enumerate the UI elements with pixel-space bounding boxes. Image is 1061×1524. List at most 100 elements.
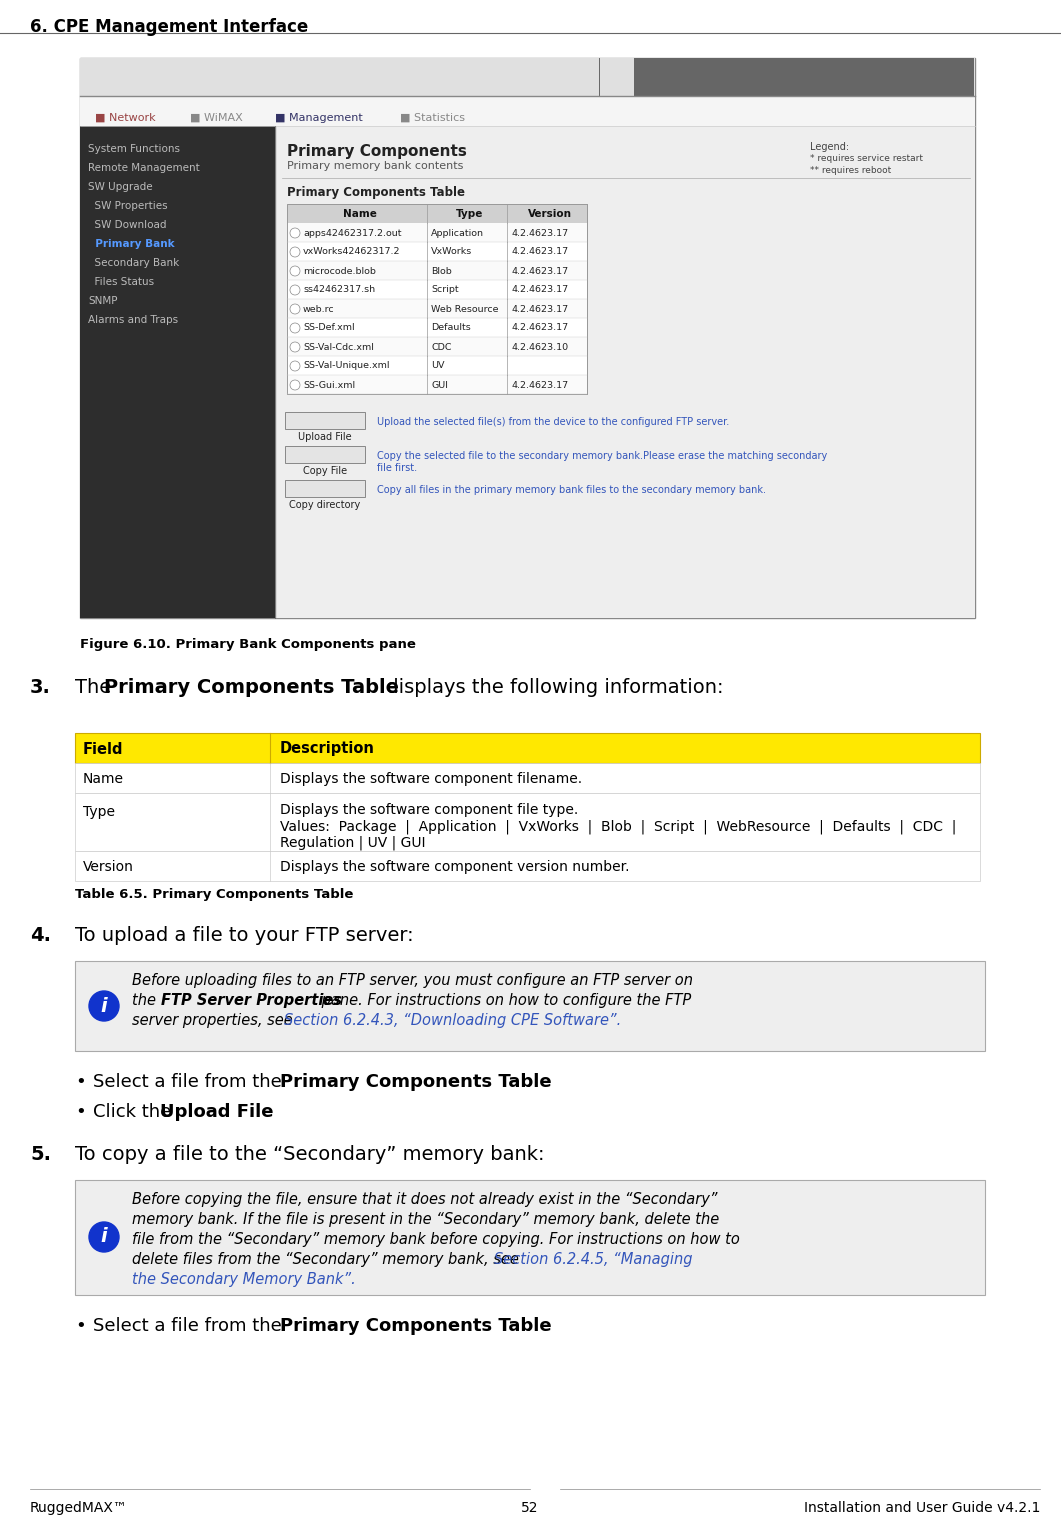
Text: Select a file from the: Select a file from the [93, 1317, 288, 1335]
Text: Field: Field [83, 742, 123, 756]
Text: Legend:: Legend: [810, 142, 849, 152]
Bar [286, 242, 587, 261]
Bar [285, 480, 365, 497]
Text: Primary Bank: Primary Bank [88, 239, 175, 248]
Text: Copy all files in the primary memory bank files to the secondary memory bank.: Copy all files in the primary memory ban… [377, 485, 766, 495]
Text: pane. For instructions on how to configure the FTP: pane. For instructions on how to configu… [317, 994, 692, 1007]
Text: apps42462317.2.out: apps42462317.2.out [303, 229, 401, 238]
Text: Regulation | UV | GUI: Regulation | UV | GUI [280, 835, 425, 849]
Circle shape [89, 991, 119, 1021]
Text: Version: Version [528, 209, 572, 219]
Text: microcode.blob: microcode.blob [303, 267, 376, 276]
Text: 4.2.4623.17: 4.2.4623.17 [511, 381, 568, 390]
Text: memory bank. If the file is present in the “Secondary” memory bank, delete the: memory bank. If the file is present in t… [132, 1212, 719, 1227]
Bar [75, 1180, 985, 1295]
Text: ■ Statistics: ■ Statistics [400, 113, 465, 123]
Bar [286, 204, 587, 395]
Text: Upload the selected file(s) from the device to the configured FTP server.: Upload the selected file(s) from the dev… [377, 418, 729, 427]
Text: •: • [75, 1073, 86, 1091]
Text: RuggedMAX™: RuggedMAX™ [30, 1501, 127, 1515]
Text: ■ Network: ■ Network [95, 113, 156, 123]
Text: Web Resource: Web Resource [431, 305, 499, 314]
Bar [286, 357, 587, 375]
Circle shape [290, 379, 300, 390]
Text: Remote Management: Remote Management [88, 163, 199, 174]
Text: i: i [101, 997, 107, 1015]
Circle shape [290, 341, 300, 352]
Text: Primary Components Table: Primary Components Table [280, 1317, 552, 1335]
Text: 4.2.4623.17: 4.2.4623.17 [511, 229, 568, 238]
Text: ■ Management: ■ Management [275, 113, 363, 123]
Text: 4.2.4623.17: 4.2.4623.17 [511, 323, 568, 332]
Text: Copy File: Copy File [303, 466, 347, 475]
Text: 4.2.4623.17: 4.2.4623.17 [511, 247, 568, 256]
Text: Copy the selected file to the secondary memory bank.Please erase the matching se: Copy the selected file to the secondary … [377, 451, 828, 472]
Text: Defaults: Defaults [431, 323, 471, 332]
Text: •: • [75, 1317, 86, 1335]
Circle shape [290, 229, 300, 238]
Text: Displays the software component file type.: Displays the software component file typ… [280, 803, 578, 817]
Bar [75, 962, 985, 1052]
Text: Alarms and Traps: Alarms and Traps [88, 315, 178, 325]
Text: Description: Description [280, 742, 375, 756]
Circle shape [89, 1222, 119, 1253]
Bar [75, 792, 980, 850]
Circle shape [290, 303, 300, 314]
Text: .: . [248, 1103, 254, 1122]
Text: Script: Script [431, 285, 458, 294]
Text: Section 6.2.4.5, “Managing: Section 6.2.4.5, “Managing [494, 1253, 693, 1266]
Text: Values:  Package  |  Application  |  VxWorks  |  Blob  |  Script  |  WebResource: Values: Package | Application | VxWorks … [280, 818, 956, 834]
Text: ■ WiMAX: ■ WiMAX [190, 113, 243, 123]
Circle shape [290, 323, 300, 334]
Text: 4.2.4623.17: 4.2.4623.17 [511, 267, 568, 276]
Text: server properties, see: server properties, see [132, 1013, 297, 1029]
Text: Secondary Bank: Secondary Bank [88, 258, 179, 268]
Text: SW Upgrade: SW Upgrade [88, 181, 153, 192]
Text: Name: Name [83, 773, 124, 786]
Bar [277, 126, 975, 619]
Text: •: • [75, 1103, 86, 1122]
Text: Primary Components: Primary Components [286, 143, 467, 158]
Text: .: . [525, 1073, 530, 1091]
Bar [286, 223, 587, 242]
Text: 3.: 3. [30, 678, 51, 696]
Text: SW Properties: SW Properties [88, 201, 168, 210]
Text: Copy directory: Copy directory [290, 500, 361, 511]
Text: Primary memory bank contents: Primary memory bank contents [286, 162, 464, 171]
Text: SS-Gui.xml: SS-Gui.xml [303, 381, 355, 390]
Text: 5.: 5. [30, 1145, 51, 1164]
Text: vxWorks42462317.2: vxWorks42462317.2 [303, 247, 400, 256]
Text: 6. CPE Management Interface: 6. CPE Management Interface [30, 18, 309, 37]
Bar [286, 319, 587, 337]
Text: System Functions: System Functions [88, 143, 180, 154]
Text: Installation and User Guide v4.2.1: Installation and User Guide v4.2.1 [803, 1501, 1040, 1515]
Bar [75, 850, 980, 881]
Text: the: the [132, 994, 160, 1007]
Text: ** requires reboot: ** requires reboot [810, 166, 891, 175]
Bar [75, 733, 980, 764]
Text: SNMP: SNMP [88, 296, 118, 306]
Text: Upload File: Upload File [298, 431, 352, 442]
Text: UV: UV [431, 361, 445, 370]
Text: * requires service restart: * requires service restart [810, 154, 923, 163]
Text: Displays the software component version number.: Displays the software component version … [280, 860, 629, 873]
Text: Upload File: Upload File [160, 1103, 274, 1122]
Bar [286, 204, 587, 223]
Text: ss42462317.sh: ss42462317.sh [303, 285, 376, 294]
Text: Click the: Click the [93, 1103, 177, 1122]
Text: Primary Components Table: Primary Components Table [104, 678, 399, 696]
Text: Select a file from the: Select a file from the [93, 1073, 288, 1091]
Text: Before copying the file, ensure that it does not already exist in the “Secondary: Before copying the file, ensure that it … [132, 1192, 717, 1207]
Bar [80, 126, 975, 619]
Text: web.rc: web.rc [303, 305, 334, 314]
Bar [634, 58, 974, 96]
Text: Blob: Blob [431, 267, 452, 276]
Bar [286, 204, 587, 395]
Circle shape [290, 267, 300, 276]
Bar [285, 411, 365, 428]
Text: Table 6.5. Primary Components Table: Table 6.5. Primary Components Table [75, 888, 353, 901]
Text: Type: Type [456, 209, 484, 219]
Circle shape [290, 285, 300, 296]
Text: i: i [101, 1227, 107, 1247]
Text: 4.2.4623.17: 4.2.4623.17 [511, 305, 568, 314]
